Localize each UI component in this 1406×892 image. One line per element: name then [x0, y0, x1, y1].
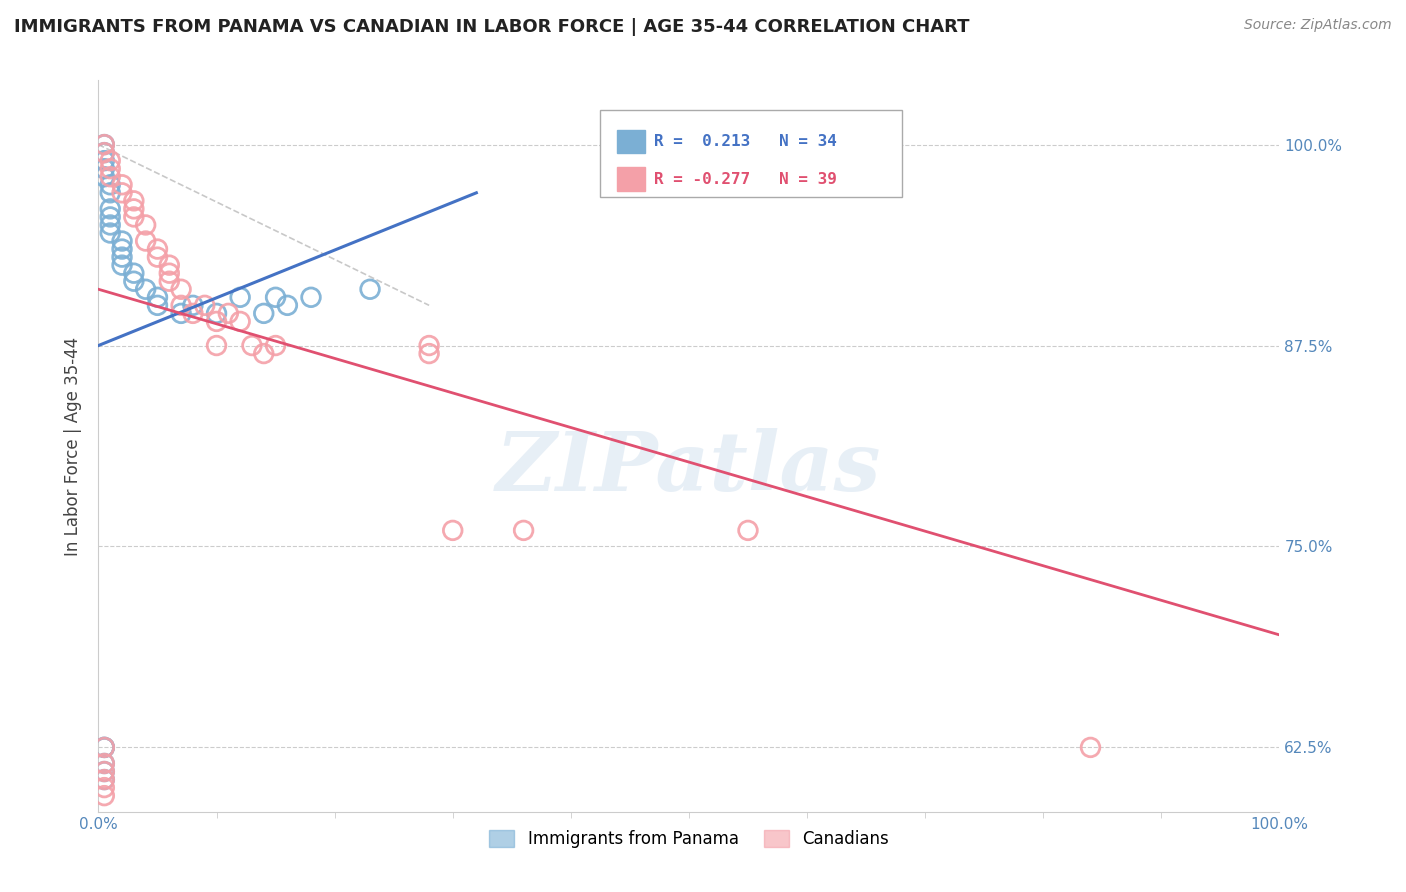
Point: [512, 524, 534, 538]
FancyBboxPatch shape: [600, 110, 901, 197]
Point: [157, 274, 180, 288]
Point: [98, 178, 121, 192]
Y-axis label: In Labor Force | Age 35-44: In Labor Force | Age 35-44: [63, 336, 82, 556]
Point: [98, 210, 121, 224]
Point: [93, 153, 115, 168]
Point: [93, 756, 115, 771]
Point: [299, 290, 322, 304]
Point: [93, 756, 115, 771]
Point: [122, 210, 145, 224]
Text: R =  0.213   N = 34: R = 0.213 N = 34: [654, 134, 837, 149]
Point: [418, 346, 440, 360]
Point: [170, 298, 193, 312]
Point: [418, 338, 440, 352]
Text: IMMIGRANTS FROM PANAMA VS CANADIAN IN LABOR FORCE | AGE 35-44 CORRELATION CHART: IMMIGRANTS FROM PANAMA VS CANADIAN IN LA…: [14, 18, 970, 36]
FancyBboxPatch shape: [617, 168, 645, 191]
Point: [93, 780, 115, 795]
Point: [170, 282, 193, 296]
Point: [98, 169, 121, 184]
Point: [240, 338, 263, 352]
Point: [135, 218, 157, 232]
Point: [111, 186, 134, 200]
Point: [98, 153, 121, 168]
Point: [93, 772, 115, 787]
Point: [93, 169, 115, 184]
Point: [93, 137, 115, 152]
Point: [264, 338, 287, 352]
Point: [93, 137, 115, 152]
Point: [157, 266, 180, 280]
Point: [93, 740, 115, 755]
Point: [98, 161, 121, 176]
Point: [98, 186, 121, 200]
Point: [441, 524, 464, 538]
Point: [229, 314, 252, 328]
Point: [146, 242, 169, 256]
Point: [229, 290, 252, 304]
Point: [93, 789, 115, 803]
Point: [98, 202, 121, 216]
Point: [276, 298, 298, 312]
Point: [111, 258, 134, 272]
Point: [146, 298, 169, 312]
Point: [93, 740, 115, 755]
Point: [181, 306, 204, 320]
Point: [122, 202, 145, 216]
Point: [98, 226, 121, 240]
Legend: Immigrants from Panama, Canadians: Immigrants from Panama, Canadians: [482, 823, 896, 855]
Point: [93, 145, 115, 160]
Point: [359, 282, 381, 296]
Point: [93, 740, 115, 755]
Point: [122, 194, 145, 208]
Point: [111, 250, 134, 264]
Point: [170, 306, 193, 320]
Point: [194, 298, 217, 312]
Point: [93, 772, 115, 787]
Point: [205, 314, 228, 328]
FancyBboxPatch shape: [617, 129, 645, 153]
Point: [135, 234, 157, 248]
Point: [122, 266, 145, 280]
Point: [264, 290, 287, 304]
Point: [157, 258, 180, 272]
Point: [122, 274, 145, 288]
Text: R = -0.277   N = 39: R = -0.277 N = 39: [654, 171, 837, 186]
Point: [253, 346, 276, 360]
Point: [93, 145, 115, 160]
Point: [205, 338, 228, 352]
Point: [205, 306, 228, 320]
Text: ZIPatlas: ZIPatlas: [496, 428, 882, 508]
Point: [737, 524, 759, 538]
Point: [98, 218, 121, 232]
Point: [135, 282, 157, 296]
Point: [146, 250, 169, 264]
Point: [181, 298, 204, 312]
Text: Source: ZipAtlas.com: Source: ZipAtlas.com: [1244, 18, 1392, 32]
Point: [111, 242, 134, 256]
Point: [111, 178, 134, 192]
Point: [146, 290, 169, 304]
Point: [217, 306, 239, 320]
Point: [93, 764, 115, 779]
Point: [253, 306, 276, 320]
Point: [1080, 740, 1102, 755]
Point: [93, 161, 115, 176]
Point: [93, 764, 115, 779]
Point: [111, 234, 134, 248]
